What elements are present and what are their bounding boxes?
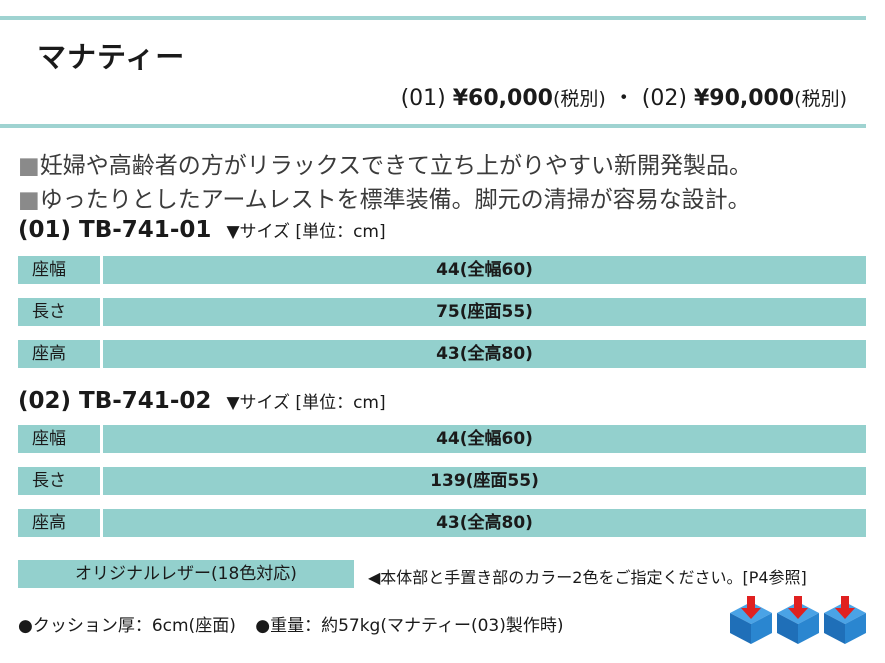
spec-value: 43(全高80) [103, 509, 866, 537]
footer-specs: ●クッション厚：6cm(座面) ●重量：約57kg(マナティー(03)製作時) [18, 611, 563, 636]
cube-arrow-icon [824, 596, 866, 644]
cube-arrow-icon [777, 596, 819, 644]
model-01-header: (01) TB-741-01 ▼サイズ [単位：cm] [18, 217, 386, 243]
spec-row: 座幅 44(全幅60) [18, 256, 866, 284]
spec-label: 長さ [18, 467, 100, 495]
tax-note-2: (税別) [794, 88, 847, 110]
spec-label: 座高 [18, 340, 100, 368]
leather-option-badge: オリジナルレザー(18色対応) [18, 560, 354, 588]
model-01-code: (01) [400, 86, 446, 111]
spec-label: 座幅 [18, 425, 100, 453]
color-note: ◀本体部と手置き部のカラー2色をご指定ください。[P4参照] [368, 568, 807, 587]
model-02-price: ¥90,000 [693, 86, 795, 111]
model-01-price: ¥60,000 [452, 86, 553, 111]
feature-text-2: ゆったりとしたアームレストを標準装備。脚元の清掃が容易な設計。 [39, 187, 751, 213]
product-title: マナティー [37, 40, 186, 74]
top-rule [0, 16, 866, 20]
spec-label: 座高 [18, 509, 100, 537]
spec-label: 長さ [18, 298, 100, 326]
spec-row: 座高 43(全高80) [18, 340, 866, 368]
tax-note-1: (税別) [552, 88, 606, 110]
spec-row: 座高 43(全高80) [18, 509, 866, 537]
cube-arrow-icon [730, 596, 772, 644]
size-unit-label: ▼サイズ [単位：cm] [226, 222, 386, 242]
price-separator: ・ [612, 86, 635, 111]
spec-value: 139(座面55) [103, 467, 866, 495]
price-line: (01) ¥60,000(税別) ・ (02) ¥90,000(税別) [401, 80, 847, 112]
weight-spec: ●重量：約57kg(マナティー(03)製作時) [255, 616, 564, 636]
cushion-thickness: ●クッション厚：6cm(座面) [18, 616, 236, 636]
feature-text-1: 妊婦や高齢者の方がリラックスできて立ち上がりやすい新開発製品。 [39, 153, 753, 179]
mid-rule [0, 124, 866, 128]
model-02-code-label: (02) TB-741-02 [18, 388, 212, 414]
feature-line-2: ■ゆったりとしたアームレストを標準装備。脚元の清掃が容易な設計。 [18, 180, 751, 214]
feature-line-1: ■妊婦や高齢者の方がリラックスできて立ち上がりやすい新開発製品。 [18, 146, 752, 180]
model-02-header: (02) TB-741-02 ▼サイズ [単位：cm] [18, 388, 386, 414]
square-bullet-icon: ■ [18, 153, 40, 179]
spec-value: 44(全幅60) [103, 256, 866, 284]
spec-value: 44(全幅60) [103, 425, 866, 453]
model-02-code: (02) [641, 86, 687, 111]
model-01-code-label: (01) TB-741-01 [18, 217, 212, 243]
spec-value: 75(座面55) [103, 298, 866, 326]
spec-row: 長さ 75(座面55) [18, 298, 866, 326]
spec-value: 43(全高80) [103, 340, 866, 368]
cube-icons [730, 596, 866, 644]
spec-label: 座幅 [18, 256, 100, 284]
square-bullet-icon: ■ [18, 187, 40, 213]
size-unit-label: ▼サイズ [単位：cm] [226, 393, 386, 413]
spec-row: 座幅 44(全幅60) [18, 425, 866, 453]
spec-row: 長さ 139(座面55) [18, 467, 866, 495]
